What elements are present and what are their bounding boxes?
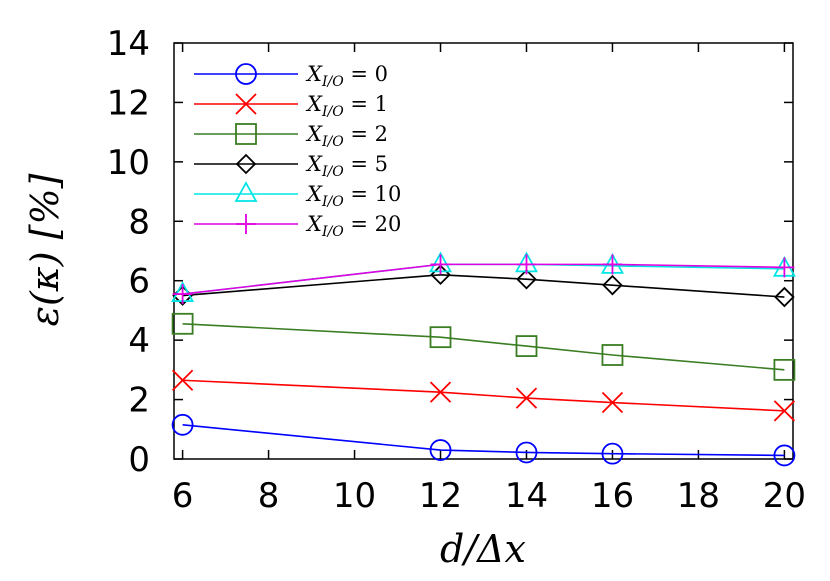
x-tick-label: 20 (763, 476, 806, 516)
legend-marker (235, 93, 257, 115)
series-group (171, 251, 796, 467)
legend-label: XI/O = 0 (305, 62, 388, 90)
data-point (774, 286, 795, 308)
legend-marker (235, 63, 257, 85)
series-line (182, 273, 785, 298)
legend-label: XI/O = 5 (305, 152, 388, 180)
data-point (429, 439, 452, 461)
series-line (182, 424, 785, 457)
legend: XI/O = 0XI/O = 1XI/O = 2XI/O = 5XI/O = 1… (194, 62, 401, 240)
y-tick-label: 10 (107, 143, 150, 183)
y-tick-label: 4 (128, 321, 150, 361)
x-tick-label: 12 (419, 476, 462, 516)
legend-entry: XI/O = 20 (194, 212, 401, 240)
data-point (773, 358, 796, 381)
legend-entry: XI/O = 2 (194, 122, 388, 150)
data-point (773, 400, 796, 422)
data-point (171, 413, 194, 436)
legend-label: XI/O = 2 (305, 122, 388, 150)
y-tick-label: 2 (128, 381, 150, 421)
plot-area (173, 42, 794, 460)
data-point (601, 344, 624, 366)
data-point (601, 442, 624, 465)
data-point (602, 274, 623, 296)
y-tick-label: 12 (107, 83, 150, 123)
data-point (515, 387, 538, 409)
legend-entry: XI/O = 1 (194, 92, 388, 120)
legend-entry: XI/O = 10 (194, 181, 401, 210)
x-tick-label: 14 (505, 476, 548, 516)
data-point (171, 369, 194, 391)
legend-marker (234, 181, 258, 202)
x-tick-label: 18 (677, 476, 720, 516)
legend-marker (235, 153, 257, 175)
y-axis-title: ε(κ) [%] (23, 173, 67, 326)
data-point (516, 268, 537, 290)
series-5 (172, 254, 795, 305)
series-2 (171, 312, 796, 381)
y-tick-label: 6 (128, 262, 150, 302)
series-line (182, 263, 785, 295)
data-point (515, 335, 538, 357)
series-3 (172, 264, 795, 308)
series-line (182, 263, 785, 295)
y-tick-label: 0 (128, 440, 150, 480)
legend-label: XI/O = 10 (305, 182, 401, 210)
x-tick-label: 10 (333, 476, 376, 516)
data-point (171, 312, 194, 335)
legend-marker (235, 123, 257, 145)
x-tick-label: 16 (591, 476, 634, 516)
data-point (773, 444, 796, 467)
data-point (430, 254, 451, 275)
legend-entry: XI/O = 5 (194, 152, 388, 180)
series-0 (171, 413, 796, 467)
series-line (182, 379, 785, 412)
legend-label: XI/O = 20 (305, 212, 401, 240)
data-point (429, 381, 452, 403)
legend-marker (236, 214, 256, 234)
data-point (602, 254, 623, 275)
axis-ticks: 6 8 10 12 14 16 18 20 0 2 4 6 8 10 12 14 (107, 24, 806, 516)
legend-label: XI/O = 1 (305, 92, 388, 120)
data-point (601, 391, 624, 414)
y-tick-label: 8 (128, 202, 150, 242)
series-line (182, 323, 785, 371)
legend-entry: XI/O = 0 (194, 62, 388, 90)
x-tick-label: 8 (258, 476, 280, 516)
series-1 (171, 369, 796, 422)
y-tick-label: 14 (107, 24, 150, 64)
data-point (515, 441, 538, 464)
data-point (516, 254, 537, 275)
data-point (172, 284, 193, 305)
x-axis-title: d/Δx (440, 527, 526, 571)
x-tick-label: 6 (172, 476, 194, 516)
data-point (429, 326, 452, 349)
data-point (774, 257, 795, 278)
